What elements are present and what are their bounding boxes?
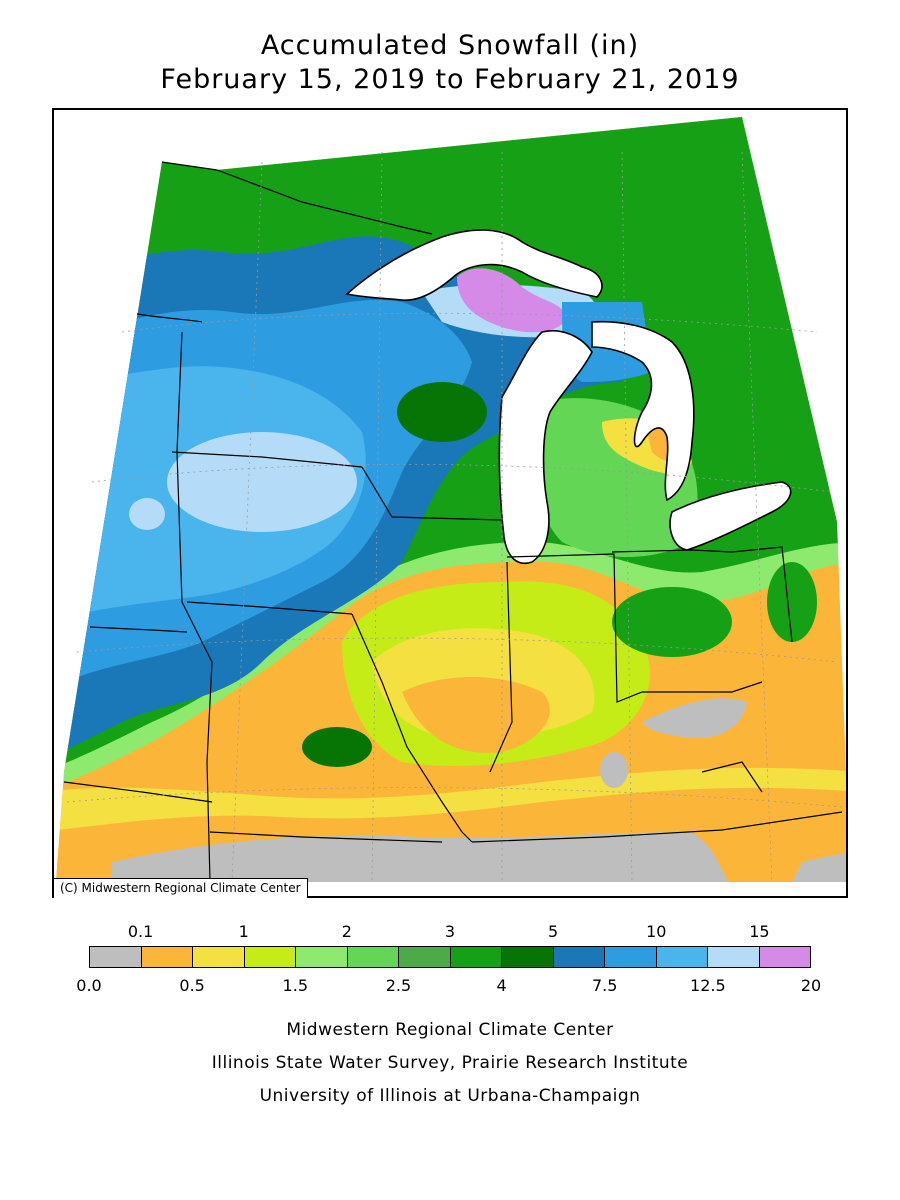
legend-tick-upper: 5	[548, 922, 559, 941]
footer-university: University of Illinois at Urbana-Champai…	[259, 1086, 641, 1106]
snowfall-map	[52, 108, 848, 898]
legend-swatch	[399, 947, 451, 967]
legend-tick-lower: 20	[800, 976, 822, 995]
legend-tick-upper: 15	[749, 922, 770, 941]
legend-swatch	[656, 947, 708, 967]
legend-swatch	[605, 947, 657, 967]
legend-swatch	[553, 947, 605, 967]
legend-tick-lower: 2.5	[385, 976, 412, 995]
footer-survey: Illinois State Water Survey, Prairie Res…	[211, 1053, 689, 1073]
legend-tick-upper: 2	[341, 922, 352, 941]
legend-swatch	[90, 947, 142, 967]
legend-tick-upper: 0.1	[127, 922, 154, 941]
legend-swatch	[708, 947, 760, 967]
legend-swatch	[193, 947, 245, 967]
legend-tick-lower: 4	[496, 976, 507, 995]
snowfall-fill	[56, 117, 846, 882]
map-title: Accumulated Snowfall (in)	[260, 30, 640, 61]
legend-tick-lower: 7.5	[591, 976, 618, 995]
legend-swatch	[244, 947, 296, 967]
map-credit: (C) Midwestern Regional Climate Center	[54, 878, 308, 898]
legend-tick-lower: 0.5	[179, 976, 205, 995]
graticule	[66, 151, 843, 883]
legend-swatch	[347, 947, 399, 967]
legend-tick-upper: 10	[646, 922, 667, 941]
legend-swatch	[141, 947, 193, 967]
legend-tick-lower: 12.5	[690, 976, 726, 995]
legend-tick-lower: 1.5	[282, 976, 309, 995]
legend-swatch	[450, 947, 502, 967]
color-legend	[89, 946, 811, 968]
map-date-range: February 15, 2019 to February 21, 2019	[160, 64, 740, 95]
legend-swatch	[296, 947, 348, 967]
great-lakes	[345, 229, 792, 564]
legend-tick-upper: 1	[238, 922, 249, 941]
legend-swatch	[502, 947, 554, 967]
legend-swatch	[759, 947, 810, 967]
footer-org: Midwestern Regional Climate Center	[286, 1020, 614, 1040]
legend-tick-lower: 0.0	[76, 976, 102, 995]
state-borders	[63, 161, 843, 883]
legend-tick-upper: 3	[444, 922, 456, 941]
